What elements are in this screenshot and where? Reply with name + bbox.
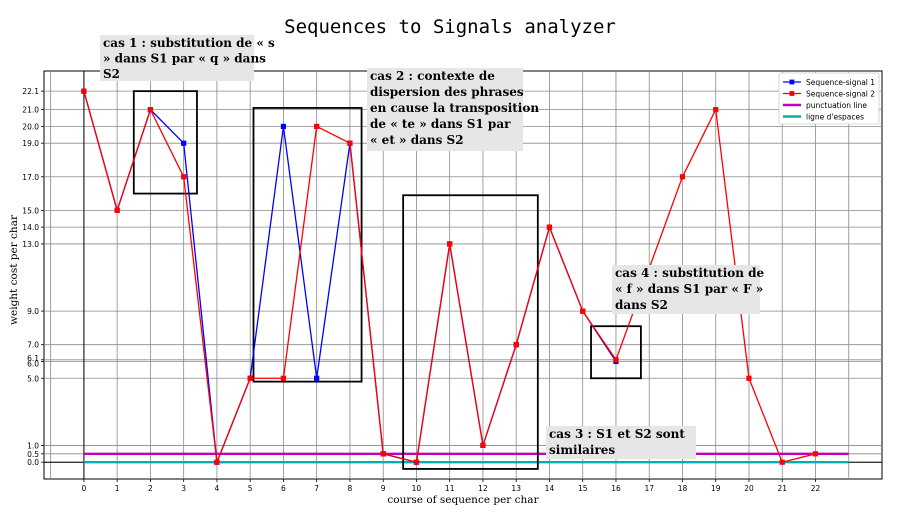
x-tick-label: 12 [478, 484, 488, 493]
x-tick-label: 9 [381, 484, 386, 493]
x-tick-label: 15 [578, 484, 588, 493]
y-tick-label: 21.0 [22, 106, 39, 115]
annotation-label: en cause la transposition [370, 101, 539, 115]
x-tick-label: 2 [148, 484, 153, 493]
data-point [546, 224, 553, 230]
annotation-box [252, 107, 363, 383]
data-point [214, 459, 220, 465]
y-tick-label: 7.0 [27, 341, 39, 350]
x-tick-label: 5 [248, 484, 253, 493]
data-point [314, 375, 320, 381]
plot-area: 0 1 2 3 4 5 6 7 8 9 10 11 12 13 14 15 16 17 18 19 20 21 220.00… [22, 35, 883, 493]
data-point [480, 442, 486, 449]
annotation-box [590, 325, 642, 380]
annotation-label-bg [546, 426, 696, 459]
x-tick-label: 22 [811, 484, 821, 493]
y-tick-label: 13.0 [22, 240, 39, 249]
legend-entry: ligne d'espaces [806, 113, 864, 122]
x-tick-label: 7 [314, 484, 319, 493]
y-tick-label: 6.1 [27, 354, 39, 363]
data-point [380, 451, 386, 457]
data-point [713, 107, 719, 113]
data-point [147, 107, 154, 113]
annotation-label: « f » dans S1 par « F » [615, 282, 763, 296]
legend-marker [789, 79, 795, 85]
data-point [679, 174, 686, 180]
y-tick-label: 15.0 [22, 206, 39, 215]
data-point [314, 123, 320, 130]
x-tick-label: 17 [644, 484, 654, 493]
annotation-box [402, 194, 539, 470]
data-point [746, 375, 752, 381]
chart-title: Sequences to Signals analyzer [284, 16, 616, 38]
x-tick-label: 0 [82, 484, 87, 493]
x-tick-label: 19 [711, 484, 721, 493]
series-line-2 [83, 90, 816, 464]
annotation-label: dans S2 [615, 298, 668, 312]
data-point [513, 342, 519, 348]
data-point [413, 459, 420, 465]
x-tick-label: 8 [348, 484, 353, 493]
x-axis-label: course of sequence per char [387, 494, 539, 506]
x-tick-label: 20 [744, 484, 754, 493]
y-tick-label: 5.0 [27, 374, 39, 383]
y-tick-label: 22.1 [22, 87, 39, 96]
annotation-label: cas 1 : substitution de « s [103, 36, 275, 50]
data-point [114, 207, 120, 213]
y-tick-label: 0.5 [27, 450, 39, 459]
data-point [247, 375, 253, 381]
y-tick-label: 14.0 [22, 223, 39, 232]
x-tick-label: 21 [777, 484, 787, 493]
data-point [347, 140, 353, 146]
y-tick-label: 9.0 [27, 307, 39, 316]
annotation-label: cas 2 : contexte de [370, 69, 495, 83]
x-tick-label: 18 [678, 484, 688, 493]
x-tick-label: 11 [445, 484, 455, 493]
legend-entry: Sequence-signal 1 [806, 78, 875, 87]
y-tick-label: 19.0 [22, 139, 39, 148]
x-tick-label: 3 [181, 484, 186, 493]
annotation-label: similaires [549, 443, 615, 457]
data-point [181, 140, 187, 146]
data-point [181, 174, 187, 180]
annotation-label: cas 3 : S1 et S2 sont [549, 427, 685, 441]
legend-marker [789, 91, 795, 96]
legend-entry: punctuation line [806, 101, 867, 110]
x-tick-label: 1 [115, 484, 120, 493]
data-point [447, 241, 453, 247]
data-point [812, 451, 819, 457]
annotation-label: cas 4 : substitution de [615, 266, 765, 280]
y-tick-label: 6.0 [27, 359, 39, 368]
x-tick-label: 6 [281, 484, 286, 493]
legend: Sequence-signal 1 Sequence-signal 2 punctu… [778, 72, 880, 125]
annotation-label-bg [612, 265, 760, 314]
annotation-label: de « te » dans S1 par [370, 117, 511, 131]
data-point [280, 123, 287, 130]
data-point [580, 308, 586, 314]
x-tick-label: 16 [611, 484, 621, 493]
y-tick-label: 20.0 [22, 122, 39, 131]
data-point [779, 459, 785, 465]
annotation-box [132, 90, 198, 195]
y-tick-label: 0.0 [27, 458, 39, 467]
y-tick-label: 1.0 [27, 441, 39, 450]
annotation-label-bg [100, 35, 254, 81]
data-point [280, 375, 287, 381]
legend-entry: Sequence-signal 2 [806, 90, 875, 99]
annotation-label: » dans S1 par « q » dans [103, 52, 266, 66]
annotation-label: dispersion des phrases [370, 85, 524, 99]
annotation-label: « et » dans S2 [370, 133, 464, 147]
annotation-label-bg [367, 68, 523, 151]
data-point [613, 357, 619, 363]
x-tick-label: 10 [412, 484, 422, 493]
annotation-label: S2 [103, 67, 120, 81]
y-tick-label: 17.0 [22, 173, 39, 182]
x-tick-label: 14 [545, 484, 555, 493]
data-point [81, 88, 87, 94]
x-tick-label: 4 [215, 484, 220, 493]
x-tick-label: 13 [511, 484, 521, 493]
y-axis-label: weight cost per char [8, 214, 20, 325]
legend-box [778, 72, 880, 125]
